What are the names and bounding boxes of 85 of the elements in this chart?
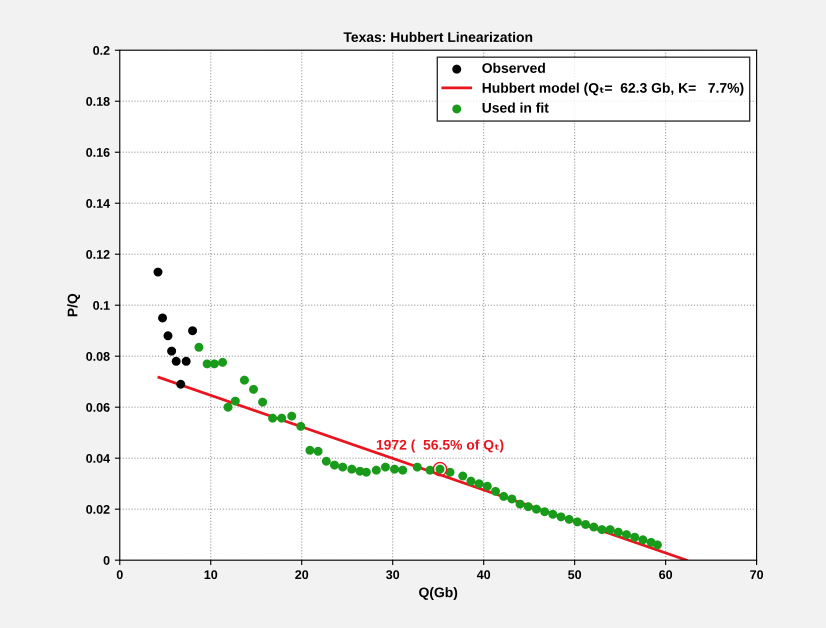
x-tick-label: 30	[386, 570, 400, 580]
point	[372, 466, 381, 475]
y-tick-label: 0.12	[86, 250, 110, 259]
point	[398, 466, 408, 475]
x-tick-label: 10	[204, 570, 218, 580]
point	[390, 464, 400, 474]
point	[240, 376, 249, 385]
point	[458, 472, 468, 481]
point	[499, 492, 508, 501]
legend-label: Used in fit	[482, 102, 549, 113]
chart-title: Texas: Hubbert Linearization	[344, 32, 532, 42]
point	[258, 398, 268, 407]
point	[540, 507, 550, 516]
point	[218, 358, 228, 367]
point	[176, 380, 186, 389]
point	[167, 346, 176, 356]
y-tick-label: 0.02	[86, 504, 110, 514]
y-tick-label: 0.14	[86, 199, 110, 208]
x-axis-title: Q(Gb)	[419, 587, 458, 600]
point	[572, 517, 582, 526]
point	[322, 456, 331, 466]
point	[581, 520, 590, 529]
point	[330, 460, 339, 470]
point	[516, 500, 525, 509]
point	[622, 530, 632, 540]
point	[466, 476, 476, 486]
point	[153, 268, 162, 277]
point	[482, 482, 492, 491]
point	[412, 462, 422, 472]
point	[202, 359, 212, 368]
point	[380, 462, 390, 472]
point	[158, 313, 168, 322]
annotation: 1972 ( 56.5% of Qₜ)	[376, 440, 504, 452]
point	[652, 540, 662, 550]
point	[362, 468, 371, 477]
point	[305, 446, 314, 455]
y-tick-label: 0.04	[86, 454, 110, 463]
point	[589, 522, 598, 532]
point	[614, 528, 623, 537]
point	[630, 532, 640, 542]
x-tick-label: 50	[568, 570, 582, 580]
y-tick-label: 0.18	[86, 97, 110, 106]
point	[507, 494, 516, 504]
point	[548, 510, 558, 519]
y-tick-label: 0.1	[93, 301, 110, 310]
y-tick-label: 0.2	[93, 46, 110, 55]
x-tick-label: 20	[295, 570, 308, 580]
point	[277, 414, 286, 423]
legend-label: Hubbert model (Qₜ= 62.3 Gb, K= 7.7%)	[482, 82, 744, 96]
point	[532, 504, 541, 514]
point	[446, 468, 455, 477]
point	[182, 356, 191, 366]
point	[597, 525, 606, 534]
x-tick-label: 60	[659, 570, 672, 580]
x-tick-label: 40	[476, 570, 490, 580]
y-tick-label: 0.08	[86, 352, 110, 361]
y-axis-title: P/Q	[67, 294, 80, 316]
point	[224, 402, 233, 412]
point	[556, 512, 566, 522]
y-tick-label: 0	[104, 556, 110, 565]
point	[188, 326, 198, 336]
point	[230, 396, 240, 406]
point	[474, 479, 484, 488]
point	[268, 414, 278, 423]
legend-label: Observed	[482, 62, 545, 73]
point	[338, 462, 348, 472]
x-tick-label: 0	[116, 570, 123, 580]
point	[606, 525, 615, 534]
point	[638, 535, 648, 544]
point	[296, 422, 306, 431]
point	[194, 342, 204, 352]
point	[564, 514, 574, 524]
point	[314, 446, 323, 456]
y-tick-label: 0.16	[86, 148, 110, 157]
point	[210, 359, 219, 368]
point	[426, 466, 435, 475]
y-tick-label: 0.06	[86, 402, 110, 412]
point	[163, 331, 172, 340]
x-tick-label: 70	[750, 570, 764, 580]
point	[524, 502, 533, 512]
point	[347, 464, 356, 474]
point	[491, 486, 500, 496]
point	[249, 384, 258, 394]
point	[172, 356, 181, 366]
point	[287, 412, 296, 421]
